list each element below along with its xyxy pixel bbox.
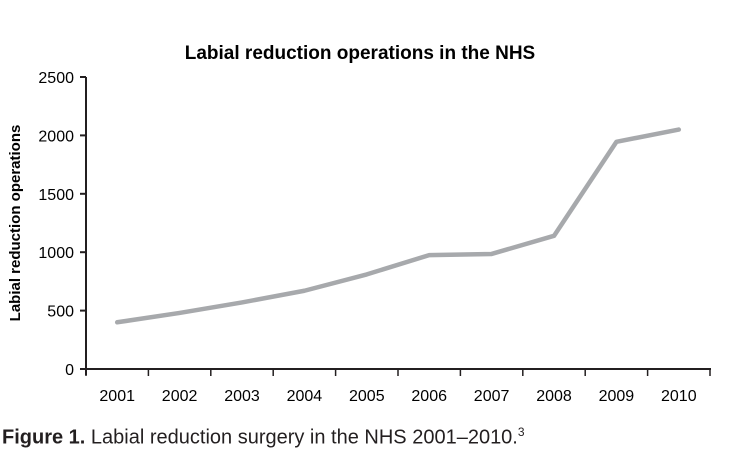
y-axis-label: Labial reduction operations [7,125,24,322]
y-tick-label: 0 [65,362,74,379]
x-tick-label: 2010 [661,388,697,405]
x-tick-label: 2002 [162,388,198,405]
x-tick-label: 2009 [599,388,635,405]
chart-title: Labial reduction operations in the NHS [185,43,535,64]
line-chart: Labial reduction operations in the NHS L… [7,43,711,405]
series-line [114,127,682,325]
x-tick-label: 2005 [349,388,385,405]
x-tick-label: 2007 [474,388,510,405]
y-tick-label: 2000 [38,128,74,145]
y-tick-label: 1500 [38,187,74,204]
y-tick-label: 500 [47,304,74,321]
x-tick-label: 2001 [99,388,135,405]
caption-text: Labial reduction surgery in the NHS 2001… [90,426,518,449]
y-tick-label: 2500 [38,70,74,87]
caption-label: Figure 1. [2,426,86,449]
x-tick-label: 2008 [536,388,572,405]
y-tick-label: 1000 [38,245,74,262]
x-tick-label: 2006 [411,388,447,405]
x-tick-label: 2004 [287,388,323,405]
figure-caption: Figure 1. Labial reduction surgery in th… [2,425,525,450]
x-tick-label: 2003 [224,388,260,405]
caption-reference: 3 [517,425,525,439]
